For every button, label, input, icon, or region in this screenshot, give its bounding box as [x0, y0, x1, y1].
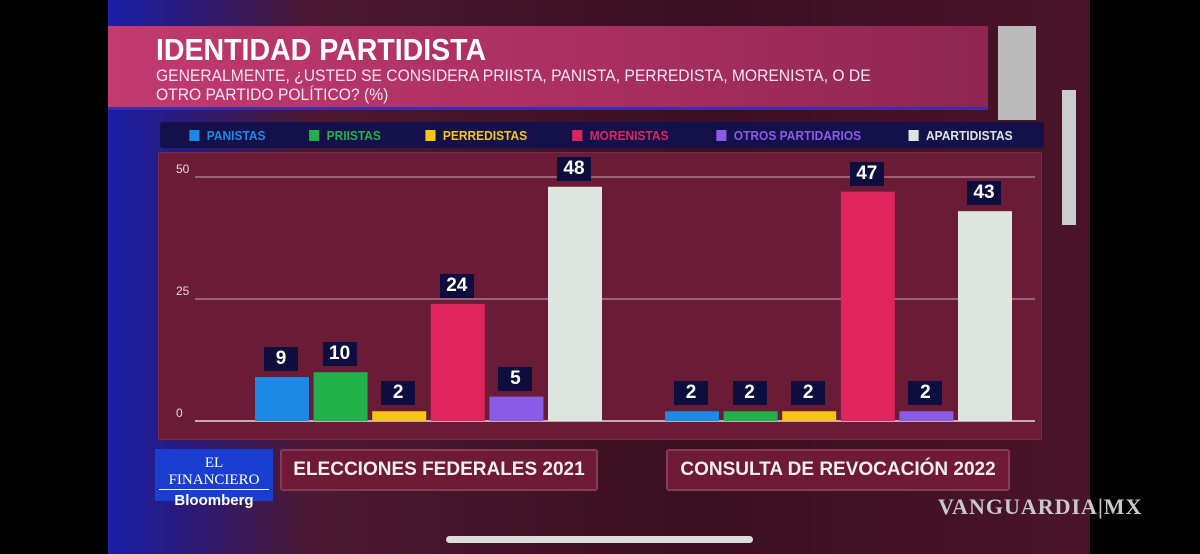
data-label: 24 [439, 273, 474, 298]
legend-label: PANISTAS [207, 127, 266, 143]
data-label: 10 [322, 342, 357, 367]
legend-swatch [908, 129, 920, 141]
legend-item: PERREDISTAS [425, 128, 527, 143]
legend-item: OTROS PARTIDARIOS [716, 128, 861, 143]
bar [899, 411, 954, 421]
bar [723, 411, 778, 421]
title-banner: IDENTIDAD PARTIDISTA GENERALMENTE, ¿USTE… [108, 26, 988, 110]
legend-label: MORENISTAS [590, 127, 669, 143]
data-label: 5 [498, 366, 533, 391]
legend-item: APARTIDISTAS [908, 127, 1013, 143]
legend-swatch [716, 129, 727, 141]
legend-swatch [572, 129, 583, 141]
side-panel [1062, 90, 1076, 225]
bar [313, 372, 368, 421]
el-financiero-logo: EL FINANCIERO Bloomberg [155, 449, 273, 509]
data-label: 47 [849, 161, 884, 186]
legend-label: PERREDISTAS [442, 127, 528, 143]
bar [958, 211, 1012, 421]
plot-area [158, 152, 1042, 440]
data-label: 2 [381, 381, 416, 406]
logo-line2: Bloomberg [174, 492, 254, 509]
category-label: ELECCIONES FEDERALES 2021 [280, 449, 598, 491]
bar [255, 377, 309, 421]
data-label: 9 [264, 347, 298, 372]
data-label: 48 [557, 156, 591, 181]
legend-swatch [309, 129, 320, 141]
logo-line1: EL FINANCIERO [159, 449, 269, 490]
side-panel [998, 26, 1036, 120]
data-label: 2 [732, 381, 767, 406]
legend-label: APARTIDISTAS [926, 127, 1013, 143]
y-tick-label: 25 [176, 284, 190, 298]
chart-title: IDENTIDAD PARTIDISTA [156, 32, 487, 67]
data-label: 43 [967, 181, 1001, 206]
legend-item: PANISTAS [189, 127, 266, 143]
bar [840, 191, 895, 421]
data-label: 2 [791, 381, 826, 406]
chart-subtitle: GENERALMENTE, ¿USTED SE CONSIDERA PRIIST… [156, 66, 871, 104]
legend-swatch [425, 129, 436, 141]
y-tick-label: 50 [176, 162, 190, 176]
legend-swatch [189, 129, 200, 141]
legend: PANISTAS PRIISTAS PERREDISTAS MORENISTAS OTR… [160, 122, 1044, 148]
bar [489, 396, 544, 421]
data-label: 2 [908, 381, 943, 406]
bar [665, 411, 719, 421]
bar [548, 186, 602, 421]
y-tick-label: 0 [176, 406, 183, 420]
watermark: VANGUARDIA|MX [938, 494, 1143, 519]
legend-item: MORENISTAS [572, 127, 669, 143]
home-indicator[interactable] [446, 536, 753, 543]
legend-item: PRIISTAS [309, 128, 381, 143]
legend-label: OTROS PARTIDARIOS [733, 127, 862, 143]
bar [430, 303, 485, 421]
data-label: 2 [674, 381, 708, 406]
legend-label: PRIISTAS [326, 127, 382, 143]
bar [782, 411, 837, 421]
category-label: CONSULTA DE REVOCACIÓN 2022 [666, 449, 1010, 491]
bar [372, 411, 427, 421]
